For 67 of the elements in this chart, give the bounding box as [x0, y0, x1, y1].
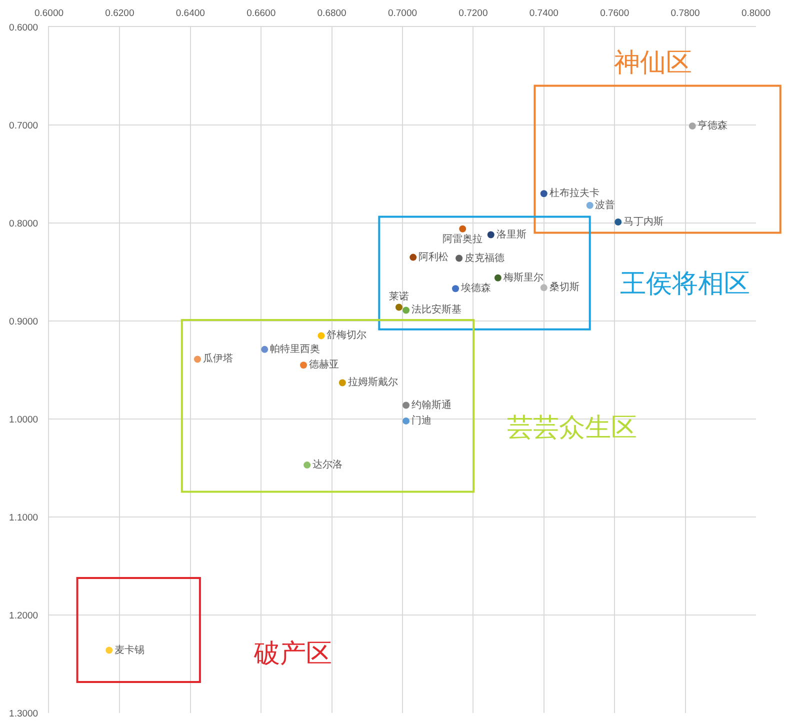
series-label: 达尔洛: [312, 458, 342, 471]
y-tick-label: 0.7000: [9, 120, 38, 132]
point: [300, 362, 308, 369]
point: [395, 304, 402, 311]
x-tick-label: 0.6200: [105, 8, 134, 20]
series-label: 阿利松: [418, 250, 448, 263]
point: [402, 417, 410, 424]
series-label: 门迪: [411, 414, 432, 426]
x-tick-label: 0.6600: [246, 8, 276, 20]
series-label: 马丁内斯: [624, 216, 664, 228]
y-tick-label: 1.0000: [9, 414, 38, 426]
series-label: 麦卡锡: [114, 644, 144, 656]
point: [410, 254, 417, 261]
series-label: 拉姆斯戴尔: [348, 376, 398, 388]
series-label: 桑切斯: [549, 281, 580, 294]
point: [540, 190, 548, 198]
annotation: 芸芸众生区: [507, 412, 637, 442]
point: [540, 284, 548, 292]
point: [106, 646, 113, 654]
annotation: 王侯将相区: [620, 268, 750, 298]
point: [194, 356, 201, 363]
series-label: 梅斯里尔: [502, 271, 544, 284]
point: [452, 285, 460, 292]
x-tick-label: 0.6800: [317, 8, 346, 20]
point: [586, 202, 594, 209]
series-label: 帕特里西奥: [270, 342, 320, 355]
series-label: 亨德森: [698, 119, 728, 132]
x-tick-label: 0.7600: [600, 8, 630, 20]
point: [338, 379, 346, 386]
point: [459, 225, 466, 232]
x-tick-label: 0.8000: [741, 8, 771, 20]
series-label: 皮克福德: [464, 252, 504, 264]
point: [688, 122, 696, 130]
series-label: 杜布拉夫卡: [549, 187, 600, 200]
x-tick-label: 0.7000: [388, 8, 418, 20]
point: [456, 254, 463, 262]
annotation: 神仙区: [614, 47, 692, 77]
point: [487, 231, 494, 238]
series-label: 德赫亚: [308, 358, 339, 371]
point: [614, 218, 622, 226]
series-label: 洛里斯: [496, 228, 526, 240]
y-tick-label: 1.2000: [9, 610, 38, 622]
y-tick-label: 1.1000: [9, 512, 38, 524]
y-tick-label: 0.6000: [9, 22, 38, 34]
series-label: 波普: [595, 198, 616, 211]
y-tick-label: 1.3000: [9, 708, 38, 720]
x-tick-label: 0.7400: [529, 8, 558, 20]
series-label: 约翰斯通: [411, 398, 452, 411]
point: [318, 332, 325, 340]
x-tick-label: 0.6000: [34, 8, 64, 20]
y-tick-label: 0.8000: [9, 218, 38, 230]
series-label: 舒梅切尔: [326, 329, 367, 342]
y-tick-label: 0.9000: [9, 316, 38, 328]
point: [402, 306, 410, 314]
x-tick-label: 0.6400: [176, 8, 205, 20]
x-tick-label: 0.7800: [670, 8, 700, 20]
point: [304, 462, 311, 469]
series-label: 莱诺: [388, 290, 409, 302]
point: [402, 402, 410, 409]
series-label: 瓜伊塔: [202, 352, 233, 365]
series-label: 埃德森: [460, 282, 491, 294]
series-label: 法比安斯基: [411, 304, 462, 316]
point: [494, 274, 502, 282]
point: [261, 346, 268, 353]
x-tick-label: 0.7200: [458, 8, 488, 20]
annotation: 破产区: [253, 638, 332, 668]
series-label: 阿雷奥拉: [442, 232, 483, 245]
